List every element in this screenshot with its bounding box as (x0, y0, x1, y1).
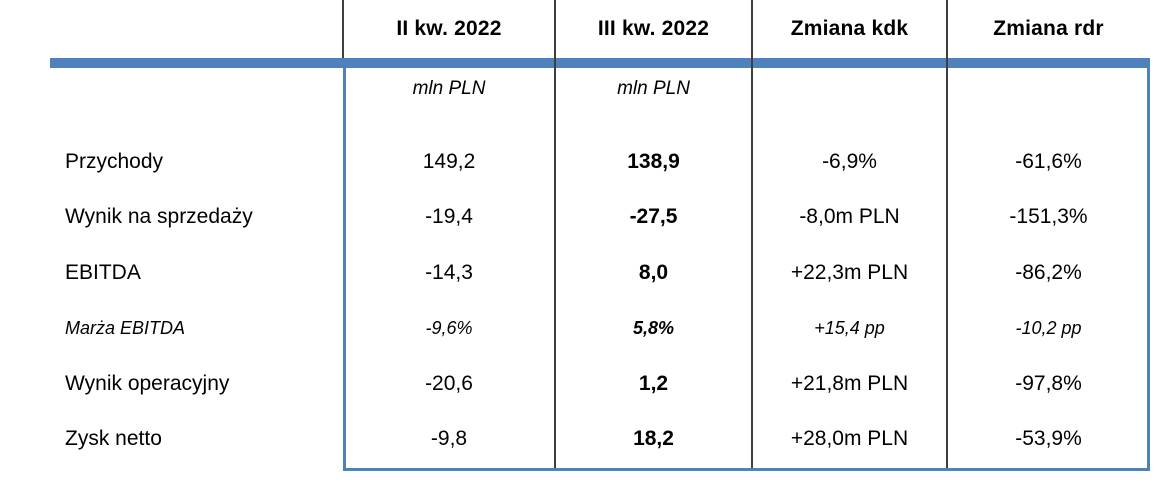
unit-empty-kdk (752, 68, 947, 110)
cell-q2: -9,6% (425, 317, 473, 338)
header-empty-cell (50, 0, 343, 58)
cell-q2: -20,6 (425, 371, 473, 395)
cell-kdk: +15,4 pp (814, 317, 885, 338)
cell-q3: 5,8% (632, 317, 675, 338)
cell-rdr: -61,6% (1015, 149, 1082, 173)
unit-label-q3: mln PLN (617, 78, 690, 99)
cell-rdr: -86,2% (1015, 260, 1082, 284)
quarterly-results-table: II kw. 2022 III kw. 2022 Zmiana kdk Zmia… (50, 0, 1150, 471)
cell-q3: 18,2 (633, 427, 674, 451)
column-divider-3 (946, 0, 948, 468)
header-accent-rule (50, 58, 1150, 68)
row-label: EBITDA (65, 260, 141, 284)
row-label: Wynik operacyjny (65, 371, 230, 395)
column-divider-1 (554, 0, 556, 468)
cell-rdr: -151,3% (1009, 205, 1088, 229)
cell-rdr: -10,2 pp (1015, 317, 1082, 338)
column-divider-header (342, 0, 344, 58)
row-label: Marża EBITDA (65, 317, 186, 338)
cell-kdk: +28,0m PLN (790, 427, 909, 451)
cell-q3: 138,9 (627, 149, 680, 173)
column-header-change-yoy: Zmiana rdr (993, 17, 1104, 40)
cell-q2: -19,4 (425, 205, 473, 229)
row-label: Wynik na sprzedaży (65, 205, 253, 229)
row-label: Przychody (65, 149, 164, 173)
cell-q2: -14,3 (425, 260, 473, 284)
column-header-q2-2022: II kw. 2022 (396, 17, 502, 40)
cell-kdk: -8,0m PLN (799, 205, 900, 229)
cell-q3: -27,5 (629, 205, 678, 229)
cell-kdk: -6,9% (822, 149, 877, 173)
units-empty-cell (50, 68, 343, 110)
column-header-q3-2022: III kw. 2022 (597, 17, 710, 40)
unit-empty-rdr (947, 68, 1150, 110)
cell-rdr: -97,8% (1015, 371, 1082, 395)
unit-label-q2: mln PLN (412, 78, 486, 99)
spacer-row (50, 110, 1150, 134)
cell-q3: 1,2 (638, 371, 669, 395)
row-label: Zysk netto (65, 427, 162, 451)
cell-q3: 8,0 (638, 260, 669, 284)
column-divider-2 (751, 0, 753, 468)
cell-kdk: +21,8m PLN (790, 371, 909, 395)
column-header-change-qoq: Zmiana kdk (790, 17, 909, 40)
cell-q2: 149,2 (422, 149, 476, 173)
cell-q2: -9,8 (430, 427, 468, 451)
cell-rdr: -53,9% (1015, 427, 1082, 451)
cell-kdk: +22,3m PLN (790, 260, 909, 284)
